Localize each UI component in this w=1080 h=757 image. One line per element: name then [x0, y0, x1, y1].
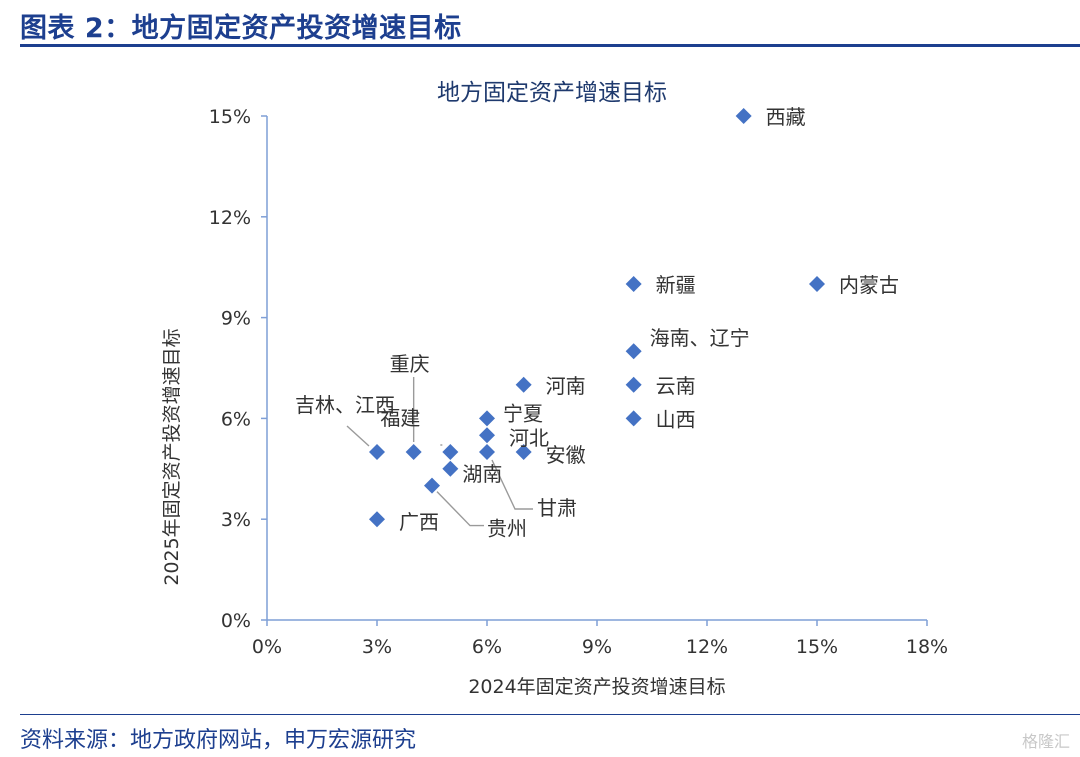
data-point-label: 安徽 — [546, 443, 586, 467]
title-divider — [20, 44, 1080, 47]
x-tick-label: 9% — [582, 636, 612, 658]
data-point-marker — [735, 108, 752, 124]
y-tick-label: 3% — [221, 509, 251, 531]
data-point-label: 吉林、江西 — [295, 393, 395, 417]
x-tick-label: 6% — [472, 636, 502, 658]
leader-line — [491, 459, 533, 510]
leader-line — [346, 425, 370, 447]
data-point-marker — [515, 444, 532, 460]
data-point-label: 新疆 — [656, 273, 696, 297]
data-point-marker — [515, 376, 532, 393]
data-point-label: 内蒙古 — [839, 273, 899, 297]
data-point-marker — [479, 427, 495, 444]
ticks: 0% 3% 6% 9% 12% 15% 0% 3% 6% 9% 12% 15% 18% — [209, 106, 948, 658]
x-tick-label: 0% — [252, 636, 282, 658]
y-tick-label: 9% — [221, 308, 251, 330]
x-tick-label: 12% — [686, 636, 728, 658]
data-point-marker — [625, 276, 642, 292]
data-point-label: 宁夏 — [503, 401, 543, 425]
data-point-label: 湖南 — [462, 462, 502, 486]
data-point-label: 贵州 — [487, 517, 527, 541]
x-tick-label: 18% — [906, 636, 948, 658]
data-point-marker — [625, 376, 642, 393]
data-point-label: 西藏 — [766, 105, 806, 129]
source-note: 资料来源：地方政府网站，申万宏源研究 — [20, 728, 417, 753]
data-point-label: 云南 — [656, 374, 696, 398]
chart-container: 地方固定资产增速目标 0% 3% 6% 9% 12% 15% 0% 3% 6% 9% 12% 15% 1… — [0, 50, 1080, 700]
data-point-label: 河北 — [509, 426, 549, 450]
y-tick-label: 0% — [221, 610, 251, 632]
chart-title: 地方固定资产增速目标 — [437, 80, 667, 106]
leader-line — [436, 491, 484, 527]
data-point-marker — [479, 444, 495, 460]
leader-lines — [346, 377, 533, 527]
x-tick-label: 15% — [796, 636, 838, 658]
data-point-marker — [369, 444, 385, 460]
data-point-label: 河南 — [546, 374, 586, 398]
data-point-label: 甘肃 — [537, 496, 577, 520]
data-point-label: 海南、辽宁 — [650, 326, 750, 350]
x-axis-label: 2024年固定资产投资增速目标 — [468, 676, 725, 698]
data-point-marker — [442, 444, 459, 460]
data-point-label: 重庆 — [390, 352, 430, 376]
report-title: 图表 2：地方固定资产投资增速目标 — [20, 13, 462, 44]
y-tick-label: 12% — [209, 207, 251, 229]
y-tick-label: 15% — [209, 106, 251, 128]
data-point-label: 山西 — [656, 407, 696, 431]
data-point-marker — [424, 477, 440, 494]
data-point-label: 福建 — [380, 406, 420, 430]
axes — [266, 116, 927, 621]
scatter-chart: 地方固定资产增速目标 0% 3% 6% 9% 12% 15% 0% 3% 6% 9% 12% 15% 1… — [161, 80, 948, 698]
watermark: 格隆汇 — [1021, 732, 1070, 751]
x-tick-label: 3% — [362, 636, 392, 658]
data-point-marker — [625, 343, 642, 360]
data-point-marker — [809, 276, 825, 292]
data-point-marker — [405, 444, 422, 460]
data-point-marker — [369, 511, 385, 528]
data-point-marker — [479, 410, 495, 427]
source-divider — [20, 714, 1080, 715]
data-point-marker — [442, 460, 459, 477]
y-tick-label: 6% — [221, 408, 251, 430]
data-point-label: 广西 — [399, 510, 439, 534]
y-axis-label: 2025年固定资产投资增速目标 — [161, 328, 183, 585]
data-points — [369, 108, 825, 528]
data-point-marker — [625, 410, 642, 427]
